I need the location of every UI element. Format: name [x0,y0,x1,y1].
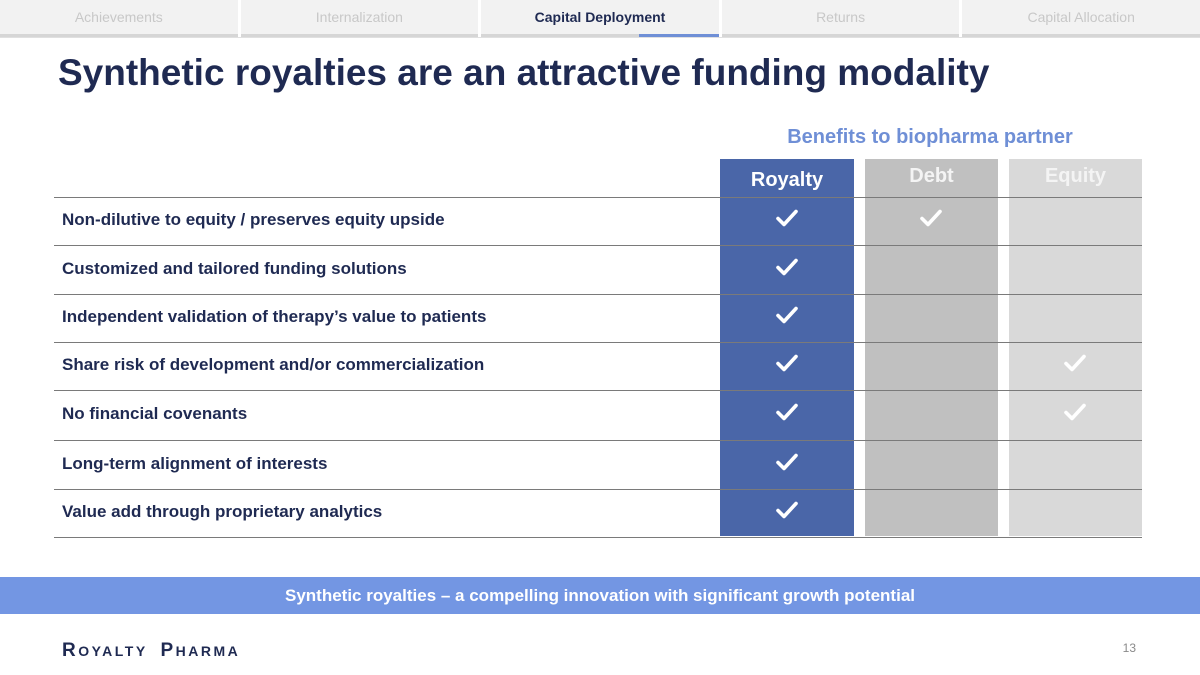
checkmark-icon [919,206,943,230]
table-row-divider [54,342,1142,343]
checkmark-icon [775,303,799,327]
checkmark-icon [775,450,799,474]
equity-column: Equity [1009,159,1142,536]
table-row-label: Long-term alignment of interests [62,453,328,473]
table-row-label: Independent validation of therapy’s valu… [62,307,487,326]
royalty-pharma-logo: ROYALTY PHARMA [62,640,241,661]
table-row-label: Customized and tailored funding solution… [62,258,407,278]
checkmark-icon [1063,351,1087,375]
header-divider [0,37,1200,38]
royalty-column-header: Royalty [750,168,824,191]
table-row-divider [54,294,1142,295]
table-row-divider [54,197,1142,198]
page-number: 13 [1122,641,1136,655]
checkmark-icon [775,206,799,230]
table-row-divider [54,390,1142,391]
section-tabs: Achievements Internalization Capital Dep… [0,0,1200,38]
checkmark-icon [775,498,799,522]
checkmark-icon [775,400,799,424]
checkmark-icon [1063,400,1087,424]
benefits-header: Benefits to biopharma partner [787,126,1073,148]
tab-returns[interactable]: Returns [721,0,960,37]
checkmark-icon [775,351,799,375]
tab-capital-allocation[interactable]: Capital Allocation [962,0,1200,37]
equity-column-header: Equity [1044,164,1107,187]
tab-capital-deployment[interactable]: Capital Deployment [481,0,719,37]
table-row-divider [54,245,1142,246]
tab-achievements[interactable]: Achievements [0,0,238,37]
table-row-label: No financial covenants [62,404,248,423]
debt-column-header: Debt [909,164,954,187]
table-row-divider [54,440,1142,441]
table-row-label: Value add through proprietary analytics [62,502,383,521]
table-row-divider [54,489,1142,490]
tab-internalization[interactable]: Internalization [240,0,479,37]
page-title: Synthetic royalties are an attractive fu… [58,52,990,93]
checkmark-icon [775,255,799,279]
table-row-divider [54,537,1142,538]
table-row-label: Share risk of development and/or commerc… [62,355,485,374]
table-row-label: Non-dilutive to equity / preserves equit… [62,210,445,229]
summary-banner: Synthetic royalties – a compelling innov… [0,577,1200,614]
